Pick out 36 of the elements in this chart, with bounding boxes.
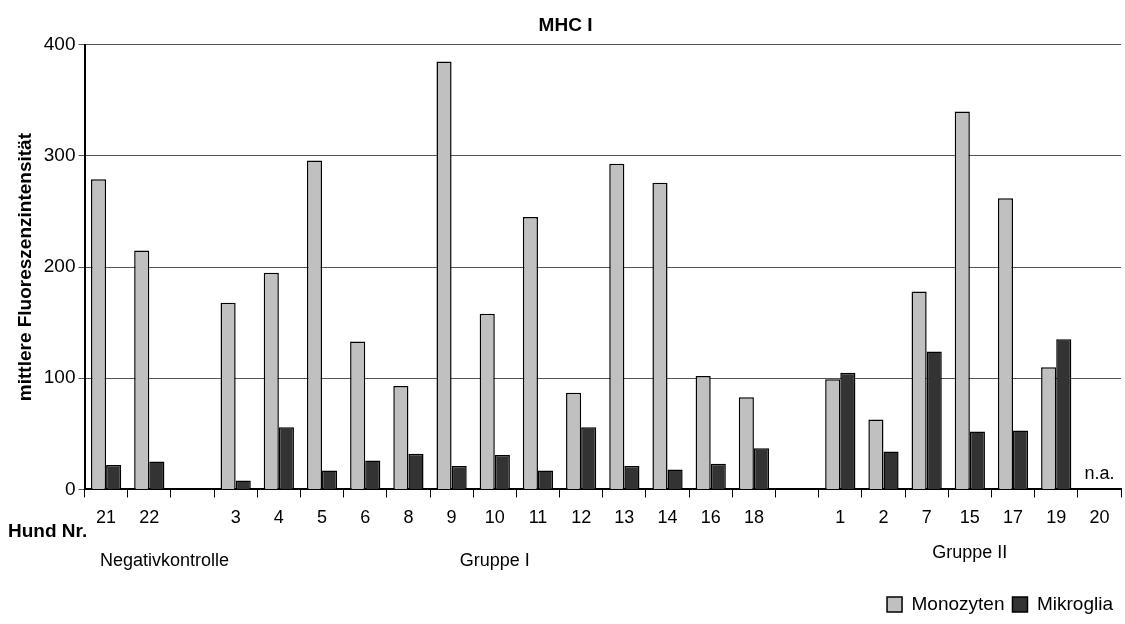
x-tick-label: 18 xyxy=(743,507,764,528)
x-tick-label: 2 xyxy=(878,507,889,528)
x-tick-label: 21 xyxy=(96,507,117,528)
x-tick-label: 14 xyxy=(657,507,678,528)
text: Gruppe I xyxy=(459,550,530,571)
chart-title: MHC I xyxy=(538,13,593,35)
x-tick-label: 1 xyxy=(835,507,846,528)
x-tick-label: 7 xyxy=(921,507,932,528)
y-tick-label: 100 xyxy=(43,366,76,388)
x-tick-label: 9 xyxy=(446,507,457,528)
x-tick-label: 8 xyxy=(403,507,414,528)
text: Hund Nr. xyxy=(8,519,88,541)
x-tick-label: 5 xyxy=(317,507,328,528)
y-tick-label: 0 xyxy=(64,477,76,499)
x-tick-label: 13 xyxy=(614,507,635,528)
y-tick-label: 200 xyxy=(43,255,76,277)
x-tick-label: 22 xyxy=(139,507,160,528)
x-tick-label: 19 xyxy=(1046,507,1067,528)
text: Negativkontrolle xyxy=(99,550,230,571)
legend-label: Monozyten xyxy=(911,592,1005,614)
y-tick-label: 400 xyxy=(43,33,76,55)
x-tick-label: 3 xyxy=(230,507,241,528)
x-tick-label: 17 xyxy=(1003,507,1024,528)
x-tick-label: 11 xyxy=(528,507,548,528)
x-tick-label: 4 xyxy=(273,507,284,528)
x-tick-label: 12 xyxy=(571,507,592,528)
y-tick-label: 300 xyxy=(43,144,76,166)
text: Gruppe II xyxy=(932,542,1008,563)
y-axis-title: mittlere Fluoreszenzintensität xyxy=(13,132,35,402)
x-tick-label: 15 xyxy=(959,507,980,528)
annotation: n.a. xyxy=(1084,463,1115,484)
legend-label: Mikroglia xyxy=(1036,592,1114,614)
x-tick-label: 20 xyxy=(1089,507,1110,528)
x-tick-label: 16 xyxy=(700,507,721,528)
x-tick-label: 6 xyxy=(360,507,371,528)
x-tick-label: 10 xyxy=(484,507,505,528)
